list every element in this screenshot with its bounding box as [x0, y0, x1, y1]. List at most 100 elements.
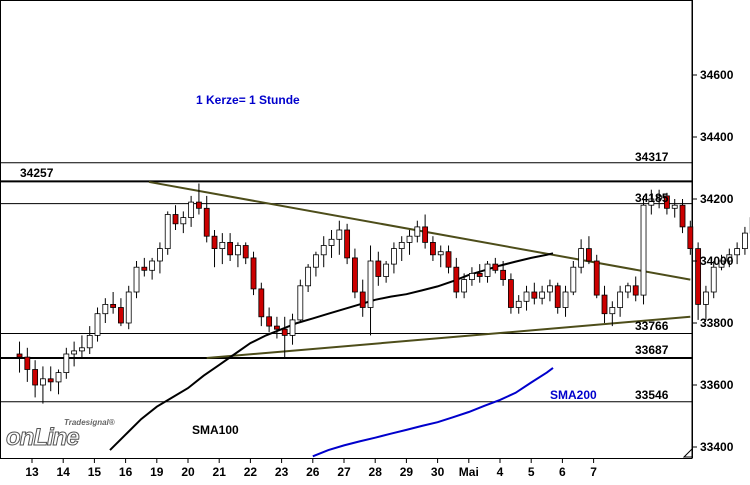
candle-body: [297, 285, 304, 321]
y-tick-label: 34400: [700, 130, 734, 144]
level-label-33687: 33687: [635, 343, 669, 357]
candle-body: [250, 257, 257, 290]
candle-body: [726, 254, 733, 262]
level-label-34317: 34317: [635, 150, 669, 164]
candle-body: [554, 285, 561, 308]
level-label-34257: 34257: [20, 166, 54, 180]
candle-body: [320, 245, 327, 256]
tradesignal-logo: Tradesignal® onLine: [6, 418, 115, 452]
trendline: [206, 315, 691, 360]
candle-body: [344, 229, 351, 259]
candle-body: [274, 325, 280, 330]
candle-body: [219, 241, 226, 249]
candle-body: [47, 378, 54, 383]
candle-body: [125, 291, 132, 324]
x-tick-label: 20: [181, 465, 195, 479]
candle-body: [359, 291, 366, 308]
x-tick-label: 21: [213, 465, 227, 479]
candle-body: [484, 263, 491, 277]
trendlines: [148, 180, 691, 360]
candle-body: [476, 272, 483, 277]
candle-body: [664, 195, 670, 209]
x-tick-label: 13: [25, 465, 39, 479]
candle-body: [734, 248, 741, 256]
candle-body: [172, 214, 179, 225]
sma100-line: [109, 252, 554, 451]
logo-main-text: onLine: [6, 424, 81, 452]
sma100-label: SMA100: [192, 423, 239, 437]
candle-body: [133, 266, 140, 293]
x-tick-label: 16: [119, 465, 133, 479]
x-tick-label: 29: [400, 465, 414, 479]
candle-body: [86, 334, 93, 349]
candle-body: [118, 307, 124, 324]
candle-body: [671, 204, 678, 209]
candle-body: [586, 248, 592, 262]
candle-body: [539, 291, 546, 299]
x-tick-label: 22: [244, 465, 258, 479]
candle-body: [157, 248, 163, 262]
x-tick-label: 19: [150, 465, 164, 479]
candle-body: [508, 279, 514, 308]
candle-body: [656, 195, 663, 200]
candle-body: [110, 303, 117, 308]
candle-body: [40, 378, 46, 386]
x-tick-label: 6: [559, 465, 566, 479]
x-tick-label: 26: [306, 465, 320, 479]
x-tick-label: 14: [57, 465, 71, 479]
candle-note: 1 Kerze= 1 Stunde: [196, 93, 300, 107]
candle-body: [305, 266, 312, 287]
level-label-33546: 33546: [635, 388, 669, 402]
candle-body: [149, 260, 156, 271]
candle-body: [16, 353, 23, 358]
candle-body: [406, 235, 413, 243]
x-tick-label: 28: [369, 465, 383, 479]
candle-body: [313, 254, 319, 268]
horizontal-levels: [0, 162, 692, 403]
candle-body: [375, 260, 382, 277]
candle-body: [648, 198, 655, 206]
candle-body: [63, 353, 70, 374]
candle-body: [703, 291, 709, 305]
candle-body: [227, 241, 234, 256]
candle-body: [24, 356, 31, 370]
candle-body: [718, 260, 725, 268]
x-tick-label: 27: [337, 465, 351, 479]
candle-body: [383, 263, 390, 277]
candle-body: [687, 226, 694, 249]
x-tick-label: 7: [590, 465, 597, 479]
candle-body: [601, 294, 608, 315]
candle-body: [578, 248, 585, 268]
axis-ticks: 33400 33600 33800 34000 34200 34400 34600 13 14 1…: [25, 68, 733, 479]
x-tick-label: 4: [497, 465, 504, 479]
y-tick-label: 34600: [700, 68, 734, 82]
candle-body: [352, 257, 358, 293]
candle-body: [391, 248, 397, 265]
candle-body: [32, 369, 39, 386]
candle-body: [570, 266, 577, 293]
candle-body: [235, 245, 241, 256]
candle-body: [523, 291, 530, 302]
candle-body: [79, 347, 85, 352]
candle-body: [281, 328, 288, 336]
candle-body: [695, 248, 702, 305]
candle-body: [55, 372, 62, 383]
candle-body: [445, 251, 452, 268]
candle-body: [94, 313, 101, 336]
level-label-34185: 34185: [635, 191, 669, 205]
candle-body: [617, 291, 624, 308]
candle-body: [625, 285, 631, 293]
candle-body: [531, 291, 538, 299]
candle-body: [679, 204, 686, 228]
y-tick-label: 34200: [700, 192, 734, 206]
candle-body: [492, 263, 499, 271]
candle-body: [609, 307, 616, 315]
candle-body: [203, 207, 210, 237]
x-tick-label: 15: [88, 465, 102, 479]
sma200-line: [312, 367, 554, 458]
candle-body: [461, 279, 468, 293]
candle-body: [414, 226, 421, 237]
moving-averages: [109, 252, 554, 458]
candle-body: [266, 316, 273, 327]
y-tick-label: 33400: [700, 440, 734, 454]
